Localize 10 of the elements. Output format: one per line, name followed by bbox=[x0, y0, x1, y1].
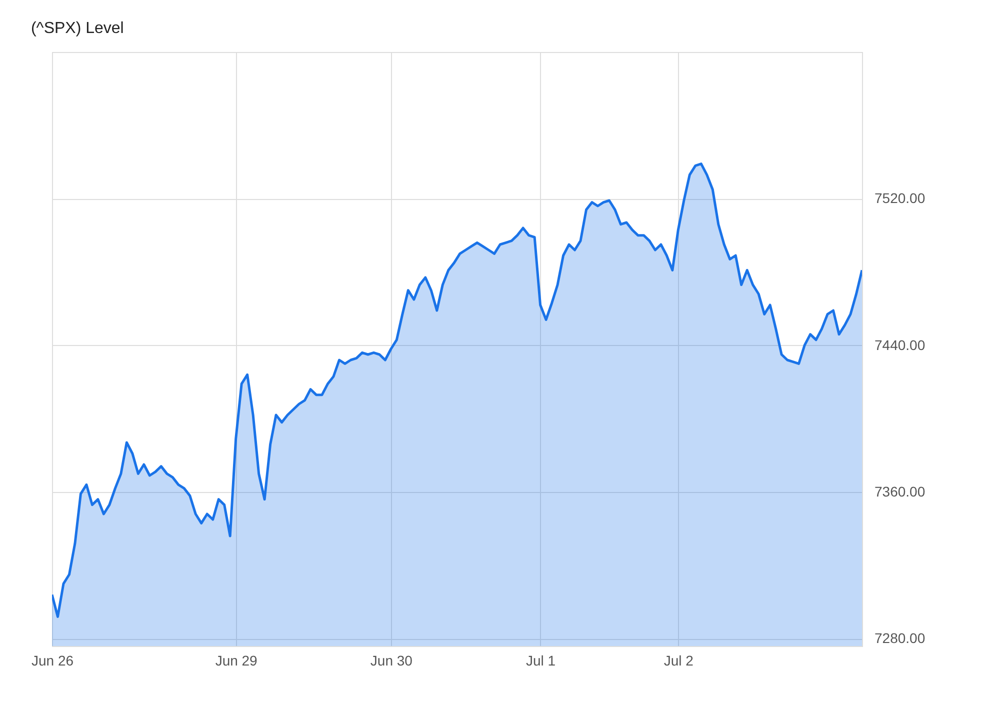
x-tick-label: Jul 1 bbox=[526, 652, 556, 668]
y-tick-label: 7440.00 bbox=[874, 336, 926, 353]
y-tick-label: 7280.00 bbox=[874, 630, 926, 646]
y-tick-label: 7360.00 bbox=[874, 484, 926, 500]
chart-title: (^SPX) Level bbox=[30, 20, 124, 37]
x-tick-label: Jun 30 bbox=[370, 652, 413, 668]
x-tick-label: Jun 26 bbox=[31, 652, 74, 668]
y-tick-label: 7520.00 bbox=[874, 190, 926, 206]
x-tick-label: Jul 2 bbox=[664, 652, 694, 668]
x-tick-label: Jun 29 bbox=[215, 652, 258, 668]
